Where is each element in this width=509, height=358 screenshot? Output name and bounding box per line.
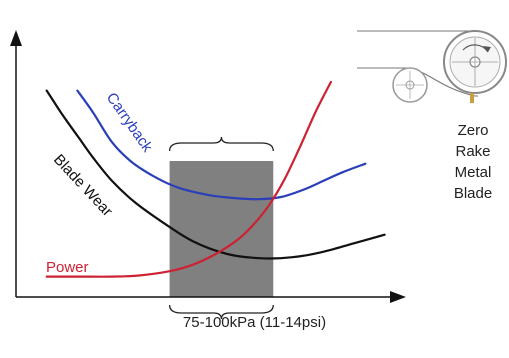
blade-type-label-line: Rake: [455, 143, 491, 160]
blade-type-label: Zero Rake Metal Blade: [438, 120, 508, 204]
series-layer: [45, 80, 386, 278]
series-label-carryback: Carryback: [103, 90, 156, 156]
y-axis-arrow: [10, 30, 22, 46]
series-line-blade-wear: [45, 89, 386, 260]
series-label-power: Power: [46, 259, 89, 276]
series-line-power: [45, 80, 332, 278]
series-label-blade-wear: Blade Wear: [50, 151, 116, 220]
top-brace: [168, 136, 274, 152]
blade-diagram: [357, 30, 507, 103]
blade-type-label-line: Metal: [454, 164, 492, 181]
x-axis-arrow: [390, 291, 406, 303]
series-line-carryback: [76, 89, 367, 201]
blade-type-label-line: Zero: [457, 122, 489, 139]
highlight-band: [169, 161, 274, 297]
blade-icon: [470, 93, 474, 103]
pressure-range-label: 75-100kPa (11-14psi): [182, 314, 327, 331]
bottom-brace: [168, 304, 274, 320]
blade-type-label-line: Blade: [453, 185, 493, 202]
rotation-arrowhead-icon: [483, 46, 491, 52]
